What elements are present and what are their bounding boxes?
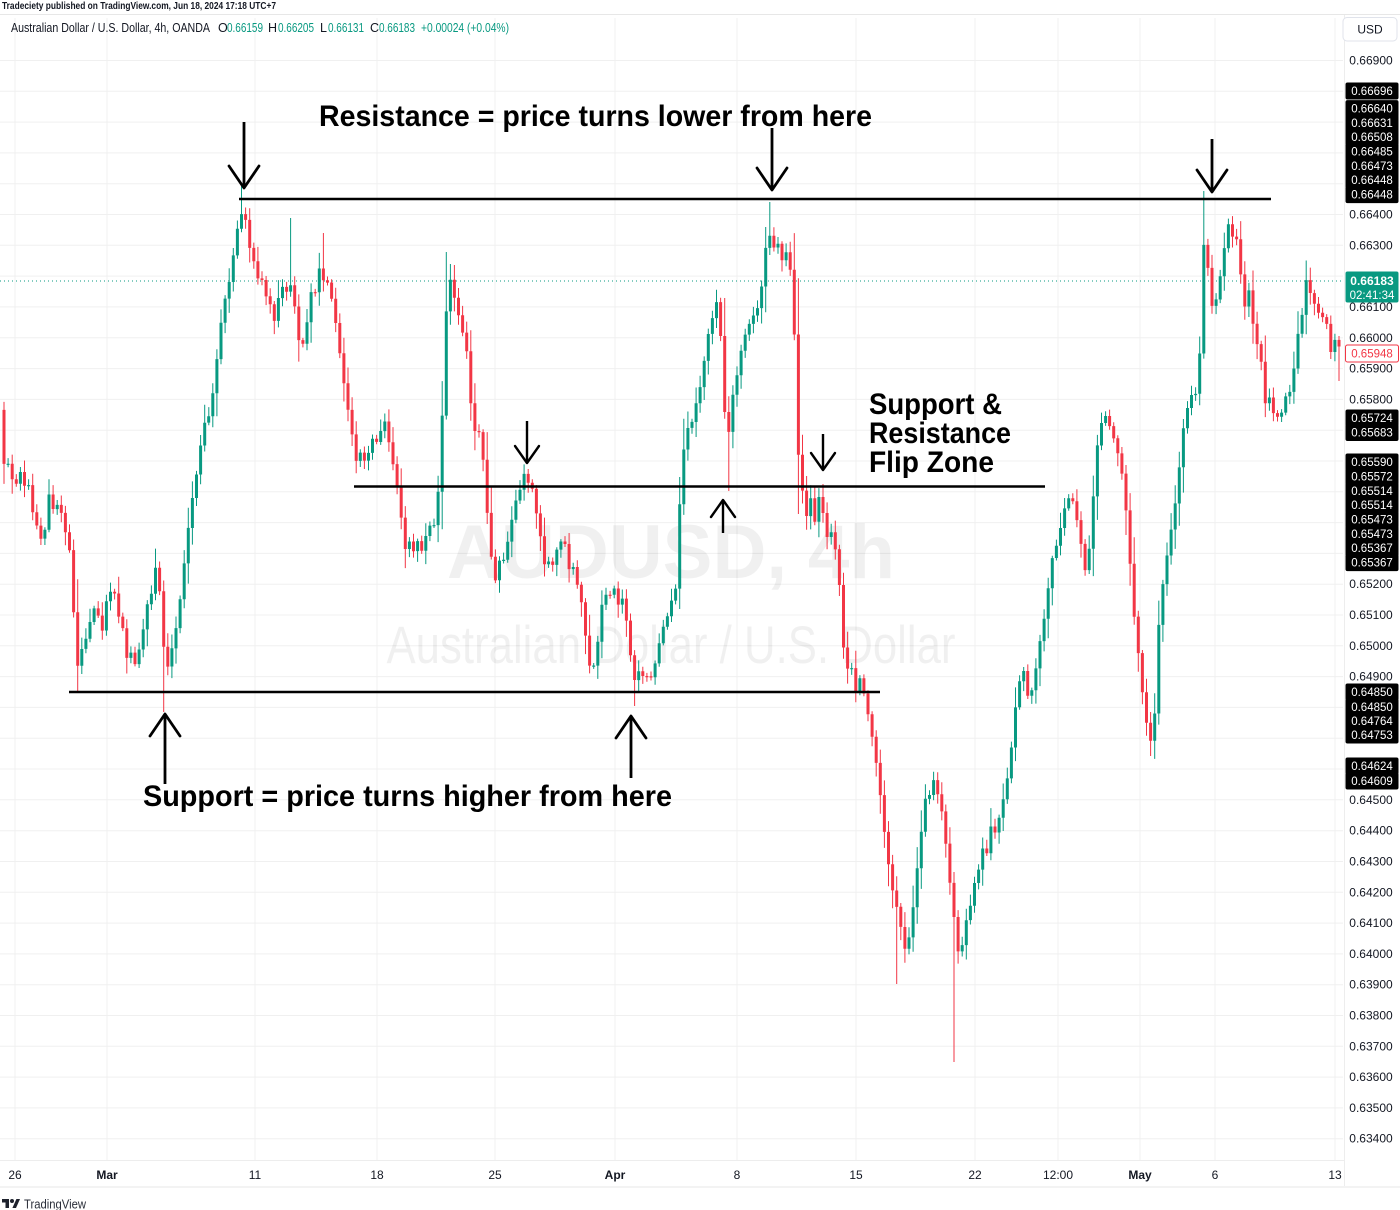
svg-text:Resistance: Resistance (869, 417, 1011, 450)
svg-text:0.65367: 0.65367 (1351, 558, 1393, 570)
svg-text:0.63800: 0.63800 (1349, 1009, 1393, 1023)
svg-text:Flip Zone: Flip Zone (869, 446, 994, 479)
svg-text:8: 8 (734, 1168, 741, 1182)
svg-text:0.66000: 0.66000 (1349, 331, 1393, 345)
svg-text:O: O (218, 21, 228, 35)
svg-text:0.65514: 0.65514 (1351, 486, 1393, 498)
svg-text:0.64100: 0.64100 (1349, 916, 1393, 930)
svg-text:0.64609: 0.64609 (1351, 776, 1393, 788)
svg-text:0.64624: 0.64624 (1351, 761, 1393, 773)
svg-text:0.64500: 0.64500 (1349, 793, 1393, 807)
svg-text:L: L (320, 21, 327, 35)
svg-text:0.66485: 0.66485 (1351, 147, 1393, 159)
svg-text:0.65367: 0.65367 (1351, 543, 1393, 555)
svg-text:0.65724: 0.65724 (1351, 413, 1393, 425)
svg-text:0.65473: 0.65473 (1351, 515, 1393, 527)
svg-text:C: C (370, 21, 379, 35)
svg-text:Mar: Mar (96, 1168, 118, 1182)
svg-text:0.63600: 0.63600 (1349, 1070, 1393, 1084)
svg-text:0.66631: 0.66631 (1351, 118, 1393, 130)
svg-text:12:00: 12:00 (1043, 1168, 1073, 1182)
svg-text:02:41:34: 02:41:34 (1350, 290, 1395, 302)
svg-text:0.66300: 0.66300 (1349, 238, 1393, 252)
svg-text:May: May (1128, 1168, 1152, 1182)
svg-text:15: 15 (849, 1168, 863, 1182)
svg-text:0.66696: 0.66696 (1351, 86, 1393, 98)
svg-text:0.64300: 0.64300 (1349, 855, 1393, 869)
svg-text:H: H (268, 21, 277, 35)
svg-text:0.66448: 0.66448 (1351, 175, 1393, 187)
svg-text:6: 6 (1212, 1168, 1219, 1182)
svg-text:26: 26 (8, 1168, 22, 1182)
svg-text:0.66159: 0.66159 (227, 21, 263, 35)
svg-text:0.65000: 0.65000 (1349, 639, 1393, 653)
svg-text:0.63400: 0.63400 (1349, 1132, 1393, 1146)
svg-text:0.64200: 0.64200 (1349, 885, 1393, 899)
svg-text:0.65100: 0.65100 (1349, 608, 1393, 622)
svg-text:0.65590: 0.65590 (1351, 457, 1393, 469)
svg-text:USD: USD (1357, 23, 1383, 37)
svg-text:0.65514: 0.65514 (1351, 500, 1393, 512)
svg-text:0.64000: 0.64000 (1349, 947, 1393, 961)
svg-text:0.64850: 0.64850 (1351, 702, 1393, 714)
svg-text:0.66640: 0.66640 (1351, 104, 1393, 116)
svg-text:0.66183: 0.66183 (1350, 274, 1394, 288)
svg-text:0.65683: 0.65683 (1351, 428, 1393, 440)
svg-text:AUDUSD, 4h: AUDUSD, 4h (447, 510, 895, 595)
svg-text:0.65200: 0.65200 (1349, 577, 1393, 591)
svg-text:0.63500: 0.63500 (1349, 1101, 1393, 1115)
svg-text:0.66900: 0.66900 (1349, 54, 1393, 68)
svg-text:25: 25 (488, 1168, 502, 1182)
svg-text:Australian Dollar / U.S. Dolla: Australian Dollar / U.S. Dollar, 4h, OAN… (11, 21, 211, 35)
svg-text:Support = price turns higher f: Support = price turns higher from here (143, 780, 672, 813)
svg-text:0.66131: 0.66131 (328, 21, 364, 35)
svg-text:0.66400: 0.66400 (1349, 208, 1393, 222)
svg-text:0.64400: 0.64400 (1349, 824, 1393, 838)
svg-text:0.64764: 0.64764 (1351, 716, 1393, 728)
svg-text:Apr: Apr (605, 1168, 626, 1182)
svg-text:0.66473: 0.66473 (1351, 161, 1393, 173)
svg-text:0.66100: 0.66100 (1349, 300, 1393, 314)
svg-text:Support &: Support & (869, 388, 1002, 421)
svg-text:+0.00024 (+0.04%): +0.00024 (+0.04%) (421, 21, 509, 35)
svg-text:0.64850: 0.64850 (1351, 687, 1393, 699)
svg-text:0.65948: 0.65948 (1351, 349, 1393, 361)
svg-text:0.66508: 0.66508 (1351, 132, 1393, 144)
svg-text:0.64753: 0.64753 (1351, 730, 1393, 742)
svg-text:TradingView: TradingView (24, 1197, 87, 1210)
svg-text:0.65800: 0.65800 (1349, 392, 1393, 406)
svg-text:0.66448: 0.66448 (1351, 190, 1393, 202)
svg-text:11: 11 (249, 1168, 262, 1182)
svg-text:22: 22 (968, 1168, 982, 1182)
svg-text:0.65572: 0.65572 (1351, 472, 1393, 484)
svg-text:0.65900: 0.65900 (1349, 362, 1393, 376)
svg-text:0.66183: 0.66183 (379, 21, 415, 35)
svg-text:18: 18 (370, 1168, 384, 1182)
svg-text:Australian Dollar / U.S. Dolla: Australian Dollar / U.S. Dollar (387, 616, 956, 675)
svg-text:0.65473: 0.65473 (1351, 529, 1393, 541)
svg-text:Resistance = price turns lower: Resistance = price turns lower from here (319, 100, 872, 133)
svg-text:0.63700: 0.63700 (1349, 1039, 1393, 1053)
svg-text:0.64900: 0.64900 (1349, 670, 1393, 684)
svg-text:0.66205: 0.66205 (278, 21, 314, 35)
svg-text:13: 13 (1328, 1168, 1342, 1182)
svg-text:0.63900: 0.63900 (1349, 978, 1393, 992)
svg-text:Tradeciety published on Tradin: Tradeciety published on TradingView.com,… (2, 0, 276, 12)
